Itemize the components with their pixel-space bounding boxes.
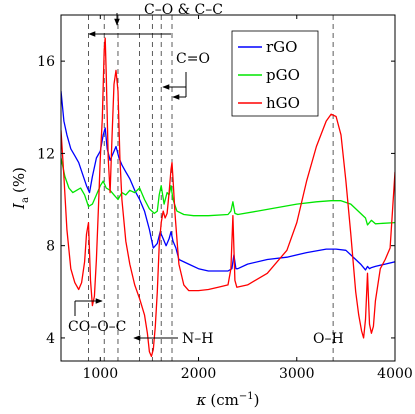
y-tick-label: 4 [46,331,55,347]
x-tick-label: 1000 [82,366,118,382]
annotation-arrows [74,13,187,341]
series-line-pGO [61,157,395,226]
y-tick-label: 8 [46,239,55,255]
y-tick-label: 12 [37,146,55,162]
x-axis-label: κ (cm−1) [196,391,260,409]
y-tick-label: 16 [37,54,55,70]
x-tick-label: 4000 [377,366,413,382]
series-line-hGO [61,37,395,358]
label-n-h: N–H [182,331,213,347]
label-co-and-cc: C–O & C–C [144,2,223,18]
y-axis-ticks: 4 8 12 16 [37,54,395,347]
legend-label-rGO: rGO [266,38,297,56]
series-line-rGO [61,91,395,272]
x-axis-ticks: 1000 2000 3000 4000 [82,15,413,382]
legend-label-hGO: hGO [266,94,300,112]
label-o-h: O–H [313,331,344,347]
legend: rGO pGO hGO [231,30,319,117]
annotation-labels: C–O & C–C C=O CO–O–C N–H O–H [68,2,344,347]
plot-frame [60,14,396,362]
x-tick-label: 2000 [181,366,217,382]
label-co-o-c: CO–O–C [68,319,126,335]
y-axis-label: Ia(%) [10,167,31,210]
series-lines [61,37,395,358]
label-c-double-o: C=O [176,51,210,67]
legend-box [231,30,319,117]
legend-label-pGO: pGO [266,66,300,84]
x-tick-label: 3000 [279,366,315,382]
